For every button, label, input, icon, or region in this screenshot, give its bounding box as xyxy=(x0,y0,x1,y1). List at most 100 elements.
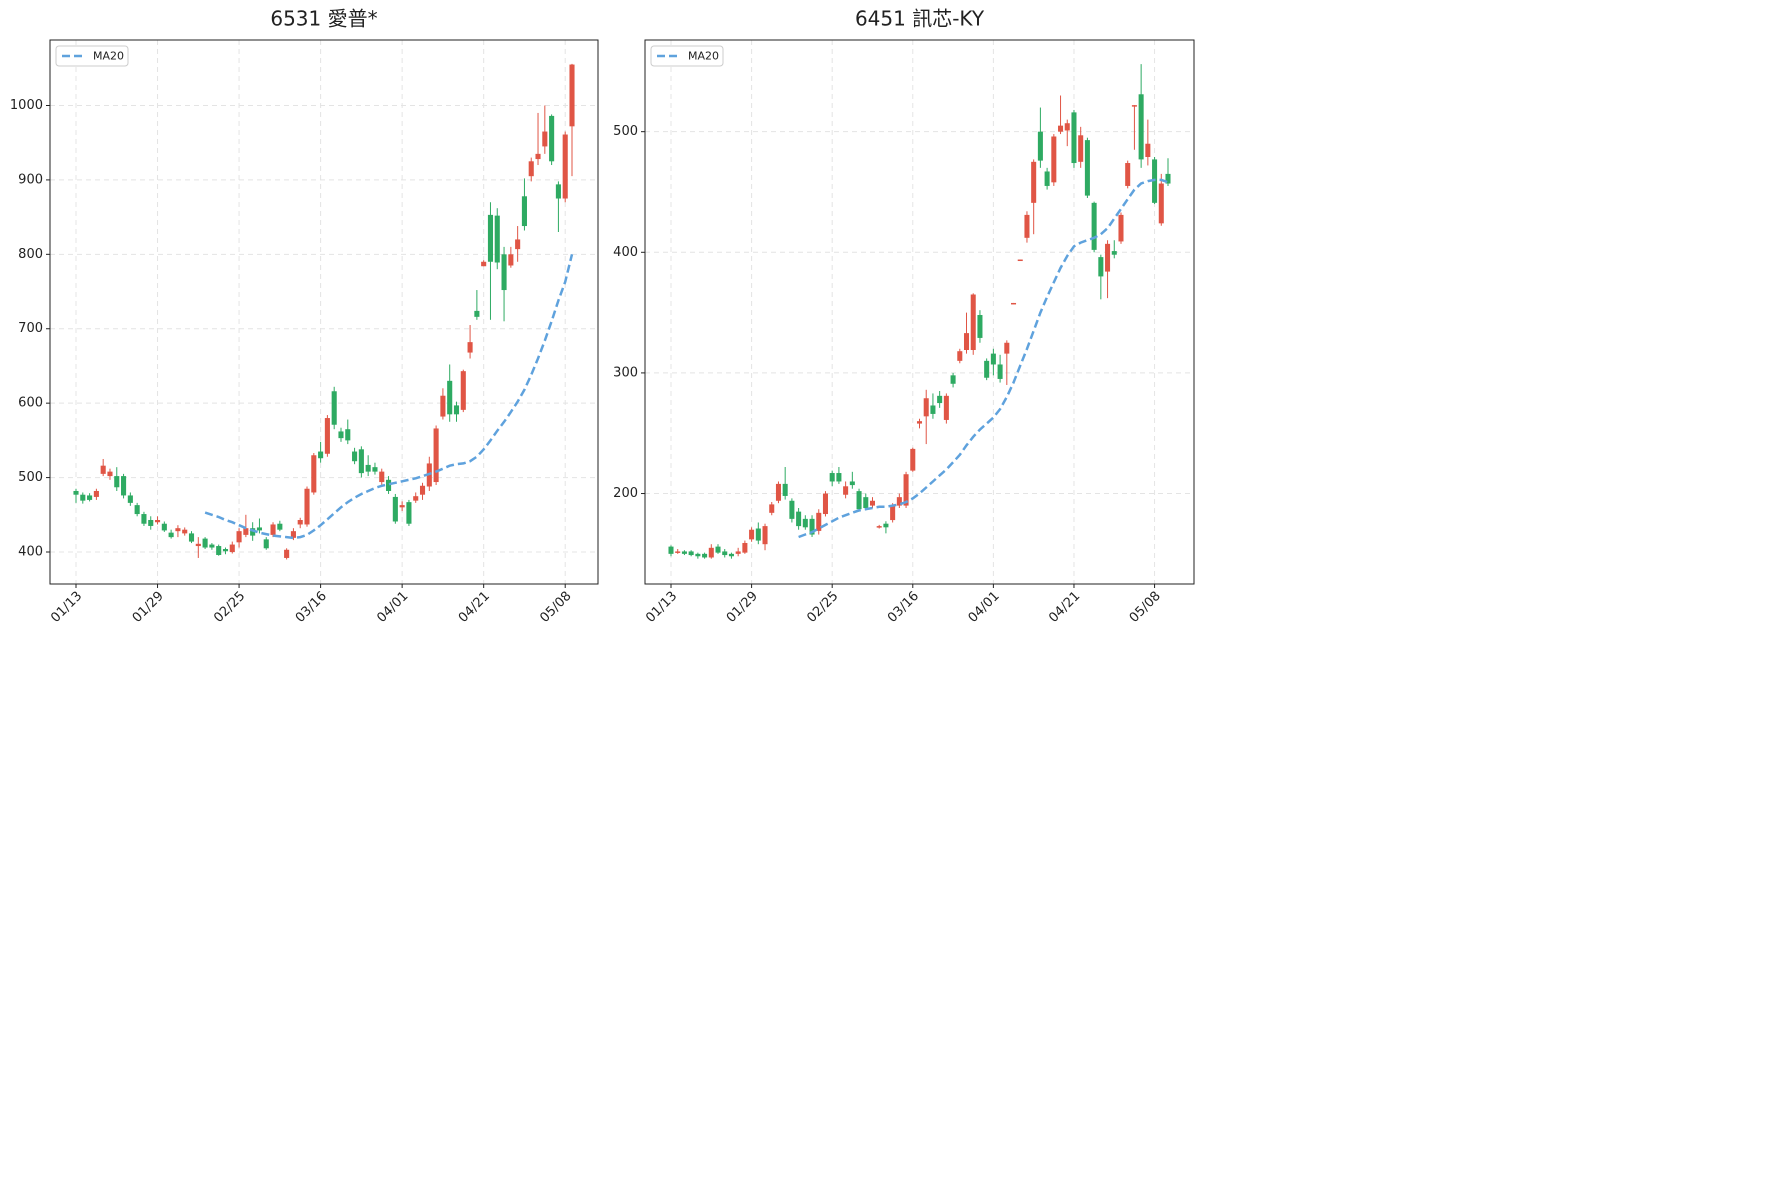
candle-body xyxy=(508,254,514,266)
candle-body xyxy=(1131,105,1137,107)
candle-body xyxy=(555,184,561,199)
candle-body xyxy=(277,523,283,530)
candle-body xyxy=(134,505,140,515)
legend-box xyxy=(55,45,129,67)
candle-body xyxy=(836,473,842,482)
candle-body xyxy=(297,520,303,525)
candle-body xyxy=(916,421,923,424)
legend-label: MA20 xyxy=(688,50,719,63)
candle-body xyxy=(487,214,494,262)
ma-line xyxy=(798,178,1169,539)
candle-body xyxy=(236,531,242,543)
candle-body xyxy=(399,505,405,508)
candle-body xyxy=(1084,140,1090,196)
candle-body xyxy=(1098,257,1104,277)
candle-body xyxy=(789,500,795,519)
candle-body xyxy=(715,546,721,553)
candle-body xyxy=(154,520,161,523)
candle-body xyxy=(467,342,473,353)
y-tick-label: 200 xyxy=(613,486,638,501)
y-tick-label: 800 xyxy=(18,247,43,262)
x-tick-label: 03/16 xyxy=(293,589,330,626)
candle-body xyxy=(419,485,426,495)
candle-body xyxy=(950,375,956,384)
chart-panel: 6451 訊芯-KY 200 300 400 500 01/13 01/29 02/25 03/… xyxy=(613,7,1195,626)
candle-body xyxy=(1044,171,1050,186)
candle-body xyxy=(1024,214,1030,238)
candle-body xyxy=(1064,123,1070,131)
candle-body xyxy=(188,533,195,542)
candle-body xyxy=(977,315,983,338)
x-tick-label: 02/25 xyxy=(804,589,841,626)
candle-body xyxy=(802,518,808,528)
candle-body xyxy=(849,481,855,486)
candle-body xyxy=(856,491,862,510)
candle-body xyxy=(702,553,708,558)
candle-body xyxy=(107,471,113,477)
candle-body xyxy=(481,261,487,267)
candle-body xyxy=(728,553,734,557)
candle-body xyxy=(195,543,201,547)
candle-body xyxy=(809,518,815,535)
x-tick-label: 03/16 xyxy=(885,589,922,626)
candle-body xyxy=(896,497,902,506)
plot-frame xyxy=(49,39,599,585)
candle-body xyxy=(161,523,167,531)
candle-body xyxy=(903,474,909,506)
candle-body xyxy=(990,353,996,365)
x-tick-label: 05/08 xyxy=(537,589,574,626)
candle-body xyxy=(695,553,701,557)
chart-panel: 6531 愛普* 400 500 600 700 800 900 1000 01/13 01/29… xyxy=(10,7,599,626)
candle-body xyxy=(515,239,521,250)
candle-body xyxy=(100,465,106,474)
candle-body xyxy=(1111,251,1117,255)
candle-body xyxy=(1091,202,1097,250)
candle-body xyxy=(501,254,507,291)
candle-body xyxy=(440,395,446,417)
candle-body xyxy=(1138,94,1144,160)
plot-frame xyxy=(644,39,1195,585)
candle-body xyxy=(742,542,748,553)
candle-body xyxy=(324,418,330,454)
candle-body xyxy=(168,532,174,538)
legend-box xyxy=(650,45,724,67)
x-tick-label: 04/01 xyxy=(374,589,411,626)
y-tick-label: 500 xyxy=(613,124,638,139)
y-tick-label: 900 xyxy=(18,172,43,187)
legend-label: MA20 xyxy=(93,50,124,63)
candle-body xyxy=(681,551,687,554)
candle-body xyxy=(331,391,337,425)
candle-body xyxy=(474,310,480,317)
candle-body xyxy=(957,351,963,361)
candle-body xyxy=(93,490,99,497)
candle-body xyxy=(735,551,741,554)
x-tick-label: 05/08 xyxy=(1127,589,1164,626)
candle-body xyxy=(229,544,235,552)
candle-body xyxy=(890,505,896,521)
x-tick-label: 04/21 xyxy=(456,589,493,626)
candle-body xyxy=(869,500,876,506)
candle-body xyxy=(549,115,555,162)
candle-body xyxy=(311,455,317,493)
candle-body xyxy=(708,547,714,558)
candle-body xyxy=(722,551,728,556)
candle-body xyxy=(1017,259,1023,262)
candle-body xyxy=(923,398,929,417)
candle-body xyxy=(447,380,453,415)
candle-body xyxy=(1031,161,1037,203)
candle-body xyxy=(256,527,262,531)
candle-body xyxy=(358,449,364,474)
candle-body xyxy=(816,512,822,531)
candle-body xyxy=(997,364,1003,379)
candle-body xyxy=(930,405,936,414)
ma-line xyxy=(204,254,574,540)
candle-body xyxy=(127,495,133,503)
y-tick-label: 300 xyxy=(613,365,638,380)
candle-body xyxy=(863,497,869,509)
candle-body xyxy=(338,431,344,439)
y-tick-label: 400 xyxy=(613,245,638,260)
candle-body xyxy=(365,464,371,472)
x-tick-label: 01/29 xyxy=(130,589,167,626)
